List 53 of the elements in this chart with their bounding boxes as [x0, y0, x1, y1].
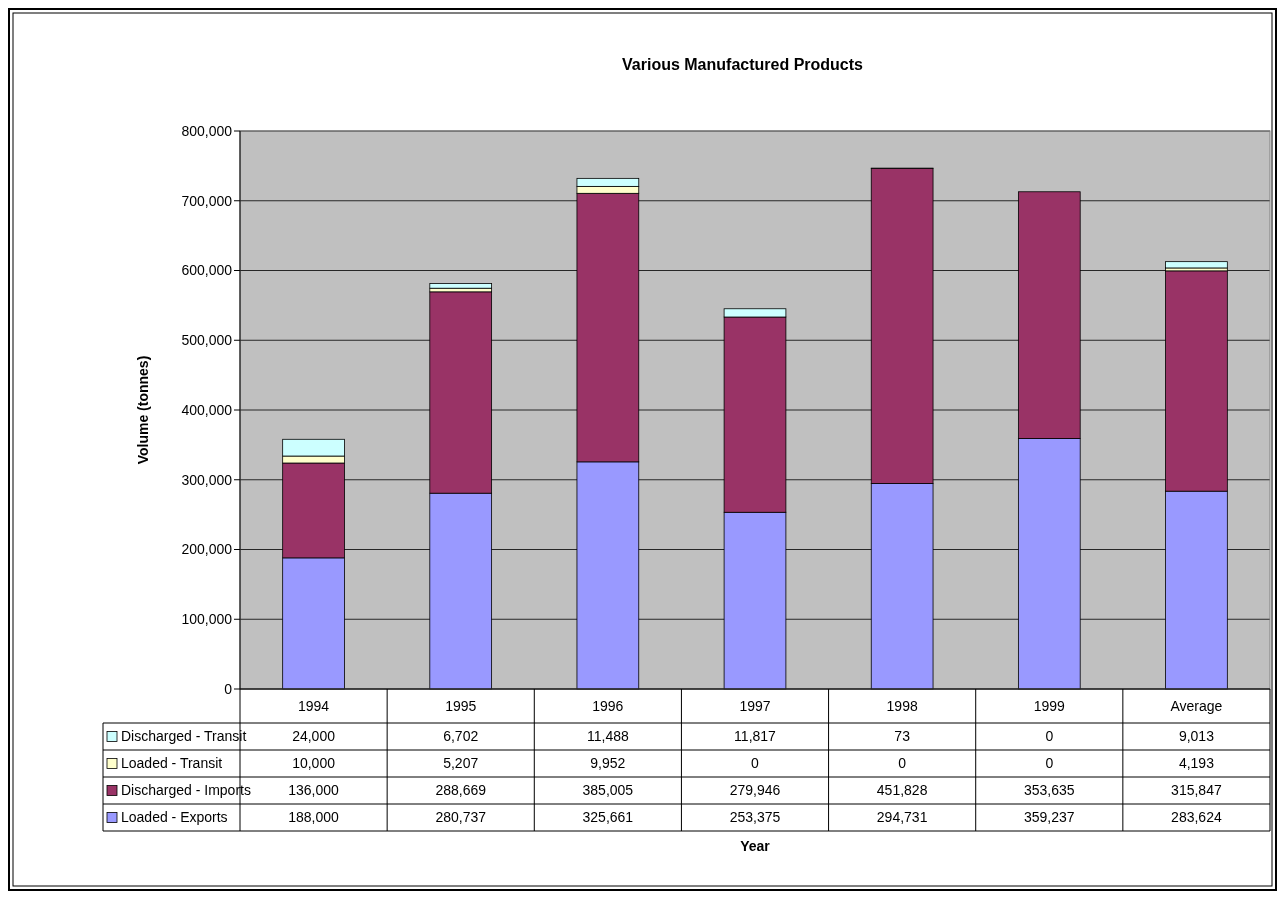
y-tick-label: 0	[224, 680, 233, 697]
data-label: 9,952	[590, 755, 626, 772]
bar	[429, 283, 493, 289]
data-label: 0	[898, 755, 907, 772]
x-tick-label: 1996	[592, 697, 624, 714]
legend-label: Discharged - Imports	[121, 782, 251, 799]
x-tick-label: 1997	[739, 697, 771, 714]
data-label: 315,847	[1171, 782, 1222, 799]
x-tick-label: 1995	[445, 697, 477, 714]
chart-title: Various Manufactured Products	[622, 56, 864, 73]
data-label: 280,737	[435, 809, 487, 826]
data-label: 0	[1045, 755, 1054, 772]
data-label: 353,635	[1023, 782, 1075, 799]
y-tick-label: 700,000	[181, 192, 233, 209]
data-label: 253,375	[729, 809, 781, 826]
data-label: 0	[1045, 728, 1054, 745]
data-label: 451,828	[876, 782, 928, 799]
data-label: 11,817	[734, 728, 777, 745]
legend-label: Loaded - Transit	[121, 755, 223, 772]
y-tick-label: 200,000	[181, 541, 233, 558]
y-tick-label: 600,000	[181, 262, 233, 279]
data-label: 9,013	[1178, 728, 1215, 745]
x-tick-label: Average	[1170, 697, 1223, 714]
data-label: 288,669	[435, 782, 487, 799]
data-label: 73	[894, 728, 911, 745]
data-label: 0	[751, 755, 760, 772]
x-tick-label: 1994	[297, 697, 330, 714]
data-label: 24,000	[292, 728, 336, 745]
data-label: 188,000	[288, 809, 340, 826]
data-label: 4,193	[1178, 755, 1215, 772]
data-label: 11,488	[586, 728, 629, 745]
data-label: 136,000	[288, 782, 340, 799]
data-label: 10,000	[292, 755, 336, 772]
data-label: 279,946	[729, 782, 781, 799]
data-label: 283,624	[1171, 809, 1222, 826]
y-tick-label: 800,000	[181, 122, 233, 139]
legend-label: Discharged - Transit	[121, 728, 247, 745]
data-label: 359,237	[1023, 809, 1075, 826]
y-tick-label: 300,000	[181, 471, 233, 488]
text: Year	[740, 838, 771, 854]
y-tick-label: 100,000	[181, 611, 233, 628]
data-label: 385,005	[582, 782, 634, 799]
y-tick-label: 500,000	[181, 332, 233, 349]
legend-label: Loaded - Exports	[121, 809, 228, 826]
x-tick-label: 1998	[886, 697, 918, 714]
data-label: 6,702	[443, 728, 479, 745]
bar	[1165, 261, 1228, 269]
data-label: 294,731	[876, 809, 928, 826]
y-axis-title: Volume (tonnes)	[135, 355, 151, 465]
data-label: 325,661	[582, 809, 634, 826]
y-tick-label: 400,000	[181, 401, 233, 418]
data-label: 5,207	[443, 755, 479, 772]
x-tick-label: 1999	[1033, 697, 1066, 714]
